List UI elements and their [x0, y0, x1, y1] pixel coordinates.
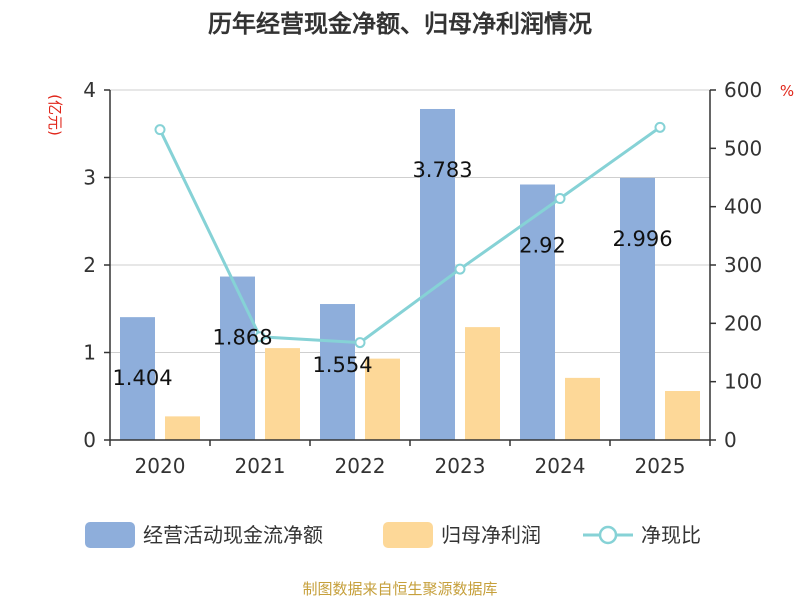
right-tick-label: 500 [724, 136, 762, 160]
right-tick-label: 100 [724, 370, 762, 394]
x-tick-label: 2024 [535, 454, 586, 478]
ratio-point [154, 124, 166, 136]
ratio-point [654, 121, 666, 133]
bar-cashflow [520, 184, 555, 440]
right-axis-unit: % [780, 82, 794, 100]
bar-cashflow [420, 108, 455, 441]
bar-cashflow [620, 177, 655, 440]
left-tick-label: 2 [83, 253, 96, 277]
bar-net-profit [565, 377, 600, 440]
x-tick-label: 2020 [135, 454, 186, 478]
ratio-line-path [158, 126, 661, 345]
cashflow-value-label: 1.404 [112, 366, 172, 390]
bar-cashflow [220, 276, 255, 440]
legend-label: 净现比 [641, 523, 701, 547]
right-tick-label: 200 [724, 311, 762, 335]
bars [120, 108, 700, 441]
chart-title: 历年经营现金净额、归母净利润情况 [208, 10, 592, 38]
cashflow-value-label: 2.92 [519, 234, 566, 258]
right-tick-label: 400 [724, 195, 762, 219]
cashflow-value-label: 1.868 [212, 326, 272, 350]
right-tick-label: 300 [724, 253, 762, 277]
ratio-point [354, 337, 366, 349]
ratio-point [454, 263, 466, 275]
legend-swatch [383, 522, 433, 548]
left-tick-label: 1 [83, 341, 96, 365]
legend-label: 归母净利润 [441, 523, 541, 547]
x-tick-label: 2021 [235, 454, 286, 478]
source-note: 制图数据来自恒生聚源数据库 [302, 580, 497, 598]
left-axis-unit: (亿元) [46, 94, 64, 136]
cashflow-value-label: 2.996 [612, 227, 672, 251]
legend-label: 经营活动现金流净额 [143, 523, 323, 547]
bar-net-profit [665, 391, 700, 440]
x-tick-label: 2025 [635, 454, 686, 478]
right-tick-label: 0 [724, 428, 737, 452]
bar-net-profit [465, 327, 500, 440]
data-labels: 1.404 1.868 1.554 3.783 2.92 2.996 [112, 158, 672, 390]
left-tick-label: 4 [83, 78, 96, 102]
x-tick-label: 2022 [335, 454, 386, 478]
right-tick-label: 600 [724, 78, 762, 102]
legend-swatch [85, 522, 135, 548]
ratio-line [154, 121, 666, 349]
legend: 经营活动现金流净额 归母净利润 净现比 [85, 522, 701, 548]
axes: 0 1 2 3 4 0 100 200 300 400 500 600 2020 2021 2022 2023… [83, 78, 762, 478]
bar-cashflow [120, 317, 155, 440]
ratio-point [254, 331, 266, 343]
bar-cashflow [320, 304, 355, 440]
gridlines [110, 89, 710, 353]
x-tick-label: 2023 [435, 454, 486, 478]
bar-net-profit [365, 358, 400, 440]
legend-marker [598, 525, 618, 545]
cashflow-value-label: 3.783 [412, 158, 472, 182]
bar-net-profit [165, 416, 200, 440]
left-tick-label: 0 [83, 428, 96, 452]
ratio-point [554, 193, 566, 204]
left-tick-label: 3 [83, 166, 96, 190]
bar-net-profit [265, 348, 300, 440]
cashflow-value-label: 1.554 [312, 353, 372, 377]
